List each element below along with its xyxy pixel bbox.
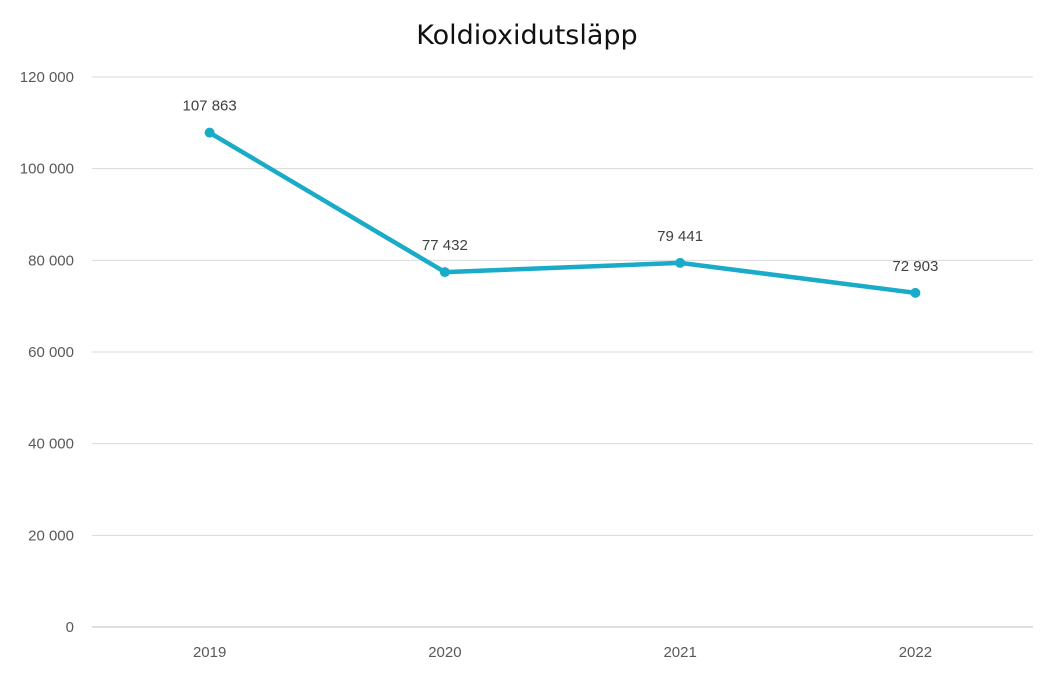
y-tick-label: 80 000 [28, 252, 74, 269]
y-tick-label: 40 000 [28, 436, 74, 453]
data-label: 77 432 [422, 237, 468, 254]
data-labels: 107 863 77 432 79 441 72 903 [183, 98, 939, 275]
data-point [439, 267, 450, 278]
y-tick-label: 0 [66, 619, 74, 636]
y-tick-label: 120 000 [20, 69, 74, 86]
chart-title: Koldioxidutsläpp [416, 20, 637, 51]
y-tick-label: 60 000 [28, 344, 74, 361]
x-tick-label: 2022 [899, 644, 932, 661]
y-tick-label: 20 000 [28, 527, 74, 544]
x-tick-label: 2019 [193, 644, 226, 661]
series-layer [204, 127, 921, 298]
x-tick-label: 2020 [428, 644, 461, 661]
data-point [675, 257, 686, 268]
data-label: 72 903 [892, 258, 938, 275]
x-axis-ticks: 2019 2020 2021 2022 [193, 644, 932, 661]
series-line [207, 130, 918, 296]
x-tick-label: 2021 [663, 644, 696, 661]
y-tick-label: 100 000 [20, 161, 74, 178]
gridlines [92, 76, 1033, 628]
data-point [204, 127, 215, 138]
data-point [910, 287, 921, 298]
y-axis-ticks: 0 20 000 40 000 60 000 80 000 100 000 120 000 [20, 69, 74, 636]
data-label: 107 863 [183, 98, 237, 115]
data-label: 79 441 [657, 228, 703, 245]
